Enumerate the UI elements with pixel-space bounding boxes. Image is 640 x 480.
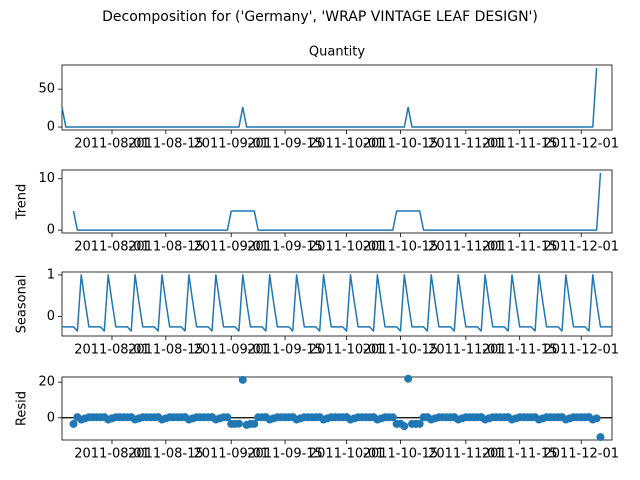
x-tick-label: 2011-11-15: [482, 240, 558, 255]
y-tick-label: 50: [38, 82, 55, 97]
x-tick-label: 2011-10-15: [363, 240, 439, 255]
x-tick-label: 2011-09-15: [247, 343, 323, 358]
axes-frame: [61, 169, 613, 234]
resid-point: [69, 419, 78, 428]
x-tick-label: 2011-08-01: [74, 447, 150, 462]
x-tick-label: 2011-11-01: [428, 240, 504, 255]
x-tick-label: 2011-08-15: [128, 447, 204, 462]
x-tick-label: 2011-12-01: [543, 343, 619, 358]
resid-point: [592, 414, 601, 423]
resid-point: [596, 433, 605, 442]
x-tick-label: 2011-09-01: [193, 240, 269, 255]
x-tick-label: 2011-09-01: [193, 447, 269, 462]
resid-point: [404, 374, 413, 383]
resid-point: [223, 413, 232, 422]
y-tick-label: 20: [38, 375, 55, 390]
resid-point: [388, 413, 397, 422]
x-tick-label: 2011-10-15: [363, 447, 439, 462]
series-line: [61, 67, 598, 128]
axes-frame: [61, 64, 613, 131]
axes-frame: [61, 271, 613, 337]
x-tick-label: 2011-10-15: [363, 137, 439, 152]
x-tick-label: 2011-09-15: [247, 447, 323, 462]
y-tick-label: 0: [47, 410, 55, 425]
series-line: [62, 274, 612, 332]
y-axis-label: Resid: [15, 391, 30, 426]
x-tick-label: 2011-10-15: [363, 343, 439, 358]
y-tick-label: 1: [47, 267, 55, 282]
x-tick-label: 2011-11-01: [428, 137, 504, 152]
x-tick-label: 2011-08-15: [128, 343, 204, 358]
resid-point: [400, 422, 409, 431]
x-tick-label: 2011-12-01: [543, 240, 619, 255]
x-tick-label: 2011-09-01: [193, 343, 269, 358]
x-tick-label: 2011-11-15: [482, 137, 558, 152]
x-tick-label: 2011-10-01: [309, 137, 385, 152]
y-axis-label: Trend: [15, 184, 30, 221]
y-tick-label: 0: [47, 309, 55, 324]
x-tick-label: 2011-11-15: [482, 447, 558, 462]
y-tick-label: 10: [38, 171, 55, 186]
series-line: [72, 172, 602, 231]
x-tick-label: 2011-11-01: [428, 447, 504, 462]
x-tick-label: 2011-08-01: [74, 137, 150, 152]
x-tick-label: 2011-08-15: [128, 137, 204, 152]
resid-point: [238, 375, 247, 384]
y-axis-label: Seasonal: [15, 275, 30, 334]
y-tick-label: 0: [47, 223, 55, 238]
axes-frame: [61, 376, 613, 441]
x-tick-label: 2011-09-15: [247, 240, 323, 255]
x-tick-label: 2011-11-15: [482, 343, 558, 358]
x-tick-label: 2011-09-01: [193, 137, 269, 152]
figure-title: Decomposition for ('Germany', 'WRAP VINT…: [102, 9, 538, 25]
x-tick-label: 2011-08-01: [74, 240, 150, 255]
x-tick-label: 2011-10-01: [309, 447, 385, 462]
x-tick-label: 2011-10-01: [309, 240, 385, 255]
resid-point: [234, 419, 243, 428]
x-tick-label: 2011-11-01: [428, 343, 504, 358]
x-tick-label: 2011-09-15: [247, 137, 323, 152]
x-tick-label: 2011-08-01: [74, 343, 150, 358]
x-tick-label: 2011-08-15: [128, 240, 204, 255]
axes-title: Quantity: [309, 45, 365, 60]
resid-point: [415, 419, 424, 428]
x-tick-label: 2011-10-01: [309, 343, 385, 358]
y-tick-label: 0: [47, 120, 55, 135]
x-tick-label: 2011-12-01: [543, 137, 619, 152]
resid-point: [250, 419, 259, 428]
x-tick-label: 2011-12-01: [543, 447, 619, 462]
